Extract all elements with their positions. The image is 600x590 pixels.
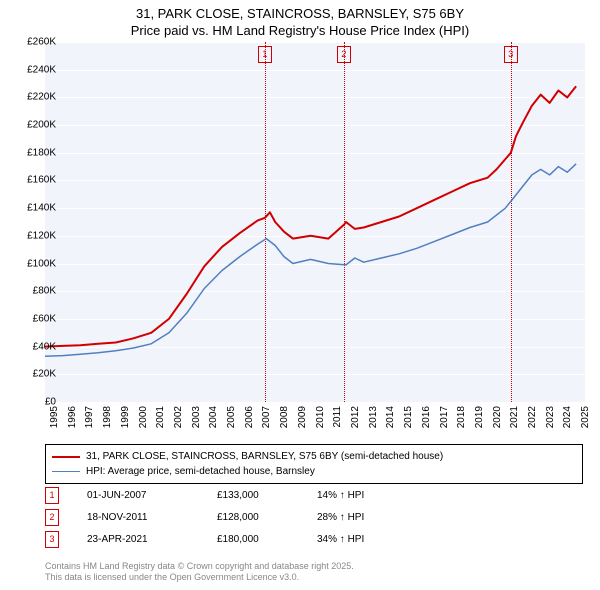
x-tick-label: 1998 xyxy=(102,406,113,428)
transaction-price: £180,000 xyxy=(217,534,317,545)
x-tick-label: 2010 xyxy=(315,406,326,428)
x-tick-label: 2008 xyxy=(279,406,290,428)
transaction-diff: 14% ↑ HPI xyxy=(317,490,437,501)
x-tick-label: 2014 xyxy=(385,406,396,428)
x-tick-label: 2025 xyxy=(580,406,591,428)
y-tick-label: £100K xyxy=(6,258,56,269)
x-tick-label: 2009 xyxy=(297,406,308,428)
x-tick-label: 1997 xyxy=(84,406,95,428)
transaction-marker: 1 xyxy=(45,487,59,504)
x-tick-label: 2011 xyxy=(332,406,343,428)
transaction-date: 23-APR-2021 xyxy=(87,534,217,545)
x-tick-label: 2006 xyxy=(244,406,255,428)
x-tick-label: 2012 xyxy=(350,406,361,428)
y-tick-label: £20K xyxy=(6,369,56,380)
transaction-diff: 34% ↑ HPI xyxy=(317,534,437,545)
x-tick-label: 2001 xyxy=(155,406,166,428)
x-tick-label: 2013 xyxy=(368,406,379,428)
chart-container: 31, PARK CLOSE, STAINCROSS, BARNSLEY, S7… xyxy=(0,0,600,590)
x-tick-label: 1996 xyxy=(67,406,78,428)
legend-label-price-paid: 31, PARK CLOSE, STAINCROSS, BARNSLEY, S7… xyxy=(86,449,443,464)
series-price_paid xyxy=(45,86,576,346)
plot-area: 1 2 3 xyxy=(45,42,585,402)
gridline xyxy=(45,402,585,403)
footnote-line-1: Contains HM Land Registry data © Crown c… xyxy=(45,561,354,573)
x-tick-label: 2016 xyxy=(421,406,432,428)
x-tick-label: 2004 xyxy=(208,406,219,428)
x-tick-label: 2000 xyxy=(138,406,149,428)
legend-swatch-price-paid xyxy=(52,456,80,458)
marker-box-3: 3 xyxy=(504,46,518,63)
x-tick-label: 2020 xyxy=(492,406,503,428)
transaction-price: £133,000 xyxy=(217,490,317,501)
y-tick-label: £200K xyxy=(6,120,56,131)
x-tick-label: 2023 xyxy=(545,406,556,428)
legend-label-hpi: HPI: Average price, semi-detached house,… xyxy=(86,464,315,479)
marker-box-1: 1 xyxy=(258,46,272,63)
x-tick-label: 1999 xyxy=(120,406,131,428)
legend: 31, PARK CLOSE, STAINCROSS, BARNSLEY, S7… xyxy=(45,444,583,484)
y-tick-label: £60K xyxy=(6,313,56,324)
marker-box-2: 2 xyxy=(337,46,351,63)
y-tick-label: £120K xyxy=(6,230,56,241)
x-tick-label: 2022 xyxy=(527,406,538,428)
x-tick-label: 2018 xyxy=(456,406,467,428)
chart-title: 31, PARK CLOSE, STAINCROSS, BARNSLEY, S7… xyxy=(0,0,600,40)
transaction-date: 01-JUN-2007 xyxy=(87,490,217,501)
y-tick-label: £140K xyxy=(6,203,56,214)
x-tick-label: 2024 xyxy=(562,406,573,428)
transaction-marker: 2 xyxy=(45,509,59,526)
series-svg xyxy=(45,42,585,402)
transaction-row: 2 18-NOV-2011£128,00028% ↑ HPI xyxy=(45,506,437,528)
y-tick-label: £80K xyxy=(6,286,56,297)
transaction-row: 3 23-APR-2021£180,00034% ↑ HPI xyxy=(45,528,437,550)
legend-item-price-paid: 31, PARK CLOSE, STAINCROSS, BARNSLEY, S7… xyxy=(52,449,576,464)
title-line-1: 31, PARK CLOSE, STAINCROSS, BARNSLEY, S7… xyxy=(0,6,600,23)
series-hpi xyxy=(45,164,576,356)
x-tick-label: 2015 xyxy=(403,406,414,428)
legend-swatch-hpi xyxy=(52,471,80,472)
transaction-date: 18-NOV-2011 xyxy=(87,512,217,523)
y-tick-label: £240K xyxy=(6,64,56,75)
footnote-line-2: This data is licensed under the Open Gov… xyxy=(45,572,354,584)
transaction-price: £128,000 xyxy=(217,512,317,523)
transaction-diff: 28% ↑ HPI xyxy=(317,512,437,523)
transaction-marker: 3 xyxy=(45,531,59,548)
x-tick-label: 2017 xyxy=(439,406,450,428)
x-tick-label: 2021 xyxy=(509,406,520,428)
x-tick-label: 2003 xyxy=(191,406,202,428)
title-line-2: Price paid vs. HM Land Registry's House … xyxy=(0,23,600,40)
footnote: Contains HM Land Registry data © Crown c… xyxy=(45,561,354,584)
x-tick-label: 2002 xyxy=(173,406,184,428)
y-tick-label: £160K xyxy=(6,175,56,186)
y-tick-label: £40K xyxy=(6,341,56,352)
y-tick-label: £260K xyxy=(6,37,56,48)
x-tick-label: 1995 xyxy=(49,406,60,428)
transactions-table: 1 01-JUN-2007£133,00014% ↑ HPI 2 18-NOV-201… xyxy=(45,484,437,550)
transaction-row: 1 01-JUN-2007£133,00014% ↑ HPI xyxy=(45,484,437,506)
legend-item-hpi: HPI: Average price, semi-detached house,… xyxy=(52,464,576,479)
x-tick-label: 2005 xyxy=(226,406,237,428)
x-tick-label: 2019 xyxy=(474,406,485,428)
x-tick-label: 2007 xyxy=(261,406,272,428)
y-tick-label: £220K xyxy=(6,92,56,103)
y-tick-label: £180K xyxy=(6,147,56,158)
